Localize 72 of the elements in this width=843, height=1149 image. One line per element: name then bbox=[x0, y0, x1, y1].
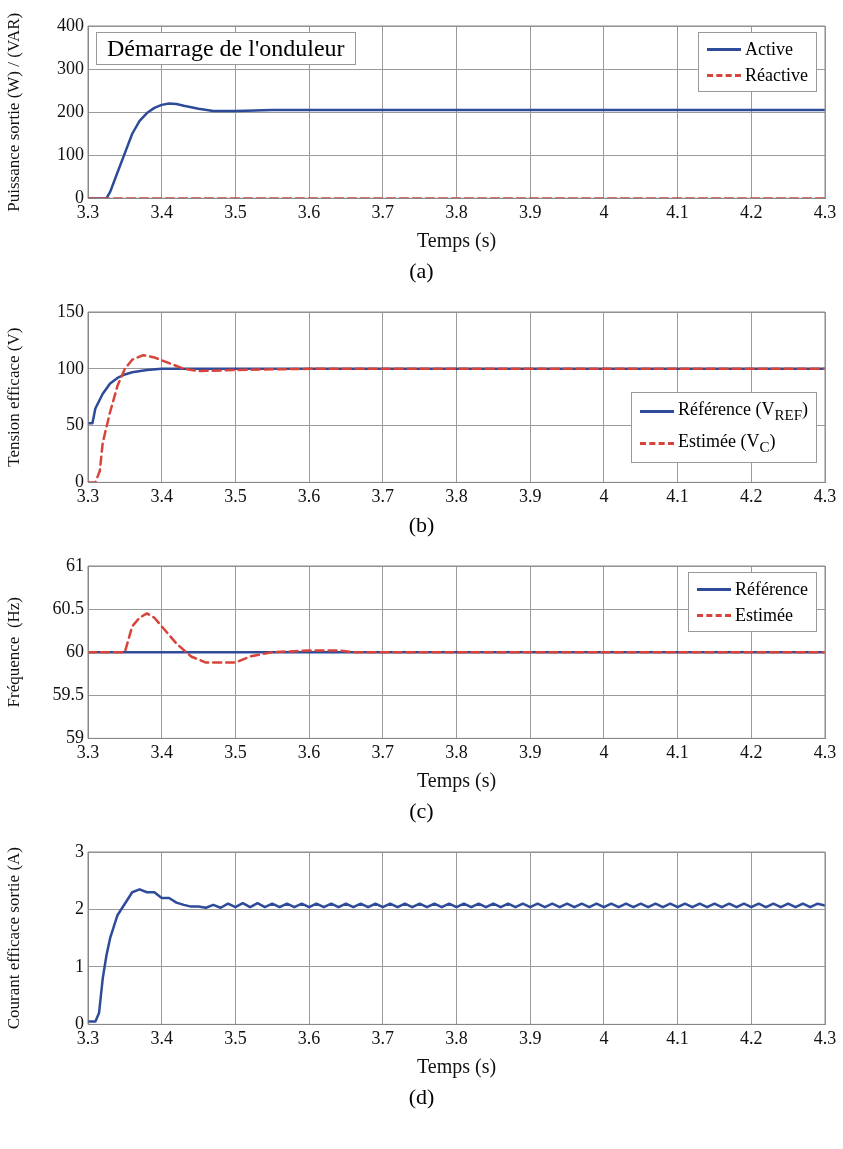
y-axis-title: Courant efficace sortie (A) bbox=[3, 847, 23, 1030]
x-tick-label: 4.1 bbox=[666, 741, 689, 762]
x-tick-label: 3.7 bbox=[371, 741, 395, 762]
x-tick-label: 3.5 bbox=[224, 201, 247, 222]
legend-label: Estimée bbox=[735, 604, 794, 627]
legend-label: Référence bbox=[735, 578, 808, 601]
x-tick-label: 3.9 bbox=[518, 741, 542, 762]
y-tick-label: 61 bbox=[66, 554, 84, 575]
y-axis-title: Fréquence (Hz) bbox=[3, 596, 23, 708]
x-tick-label: 3.8 bbox=[445, 485, 468, 506]
text: (b) bbox=[407, 512, 436, 539]
x-tick-label: 3.7 bbox=[371, 485, 395, 506]
x-tick-label: 3.4 bbox=[150, 485, 173, 506]
y-tick-label: 3 bbox=[75, 840, 84, 861]
x-tick-label: 3.6 bbox=[297, 1027, 321, 1048]
text: (c) bbox=[408, 798, 435, 825]
x-tick-label: 4.1 bbox=[666, 1027, 689, 1048]
x-axis-title: Temps (s) bbox=[416, 769, 497, 793]
x-tick-label: 3.4 bbox=[150, 741, 173, 762]
x-axis-title: Temps (s) bbox=[416, 1055, 497, 1079]
y-tick-label: 400 bbox=[57, 14, 84, 35]
x-tick-label: 3.9 bbox=[518, 201, 542, 222]
x-axis-title: Temps (s) bbox=[416, 229, 497, 253]
x-tick-label: 3.8 bbox=[445, 201, 468, 222]
x-tick-label: 3.6 bbox=[297, 741, 321, 762]
legend-label: Réactive bbox=[745, 64, 808, 87]
y-tick-label: 2 bbox=[75, 898, 84, 919]
x-tick-label: 4.3 bbox=[813, 741, 837, 762]
x-tick-label: 3.5 bbox=[224, 741, 247, 762]
x-tick-label: 3.4 bbox=[150, 1027, 173, 1048]
text: (d) bbox=[407, 1084, 436, 1111]
x-tick-label: 4.1 bbox=[666, 485, 689, 506]
y-axis-title: Puissance sortie (W) / (VAR) bbox=[3, 12, 23, 212]
x-tick-label: 4 bbox=[599, 741, 609, 762]
x-tick-label: 3.9 bbox=[518, 1027, 542, 1048]
x-tick-label: 4.2 bbox=[740, 741, 763, 762]
x-tick-label: 3.6 bbox=[297, 485, 321, 506]
y-tick-label: 300 bbox=[57, 57, 84, 78]
y-axis-title: Tension efficace (V) bbox=[3, 327, 23, 467]
x-tick-label: 3.7 bbox=[371, 201, 395, 222]
x-tick-label: 3.8 bbox=[445, 741, 468, 762]
x-tick-label: 3.5 bbox=[224, 1027, 247, 1048]
x-tick-label: 4.3 bbox=[813, 485, 837, 506]
x-tick-label: 4.2 bbox=[740, 1027, 763, 1048]
y-tick-label: 60 bbox=[66, 640, 84, 661]
y-tick-label: 150 bbox=[57, 300, 84, 321]
x-tick-label: 4 bbox=[599, 201, 609, 222]
y-tick-label: 100 bbox=[57, 144, 84, 165]
x-tick-label: 4 bbox=[599, 485, 609, 506]
y-tick-label: 59.5 bbox=[52, 684, 84, 705]
x-tick-label: 4.3 bbox=[813, 201, 837, 222]
x-tick-label: 4.1 bbox=[666, 201, 689, 222]
x-tick-label: 3.9 bbox=[518, 485, 542, 506]
annotation: Démarrage de l'onduleur bbox=[96, 32, 356, 65]
x-tick-label: 3.7 bbox=[371, 1027, 395, 1048]
x-tick-label: 3.4 bbox=[150, 201, 173, 222]
x-tick-label: 3.8 bbox=[445, 1027, 468, 1048]
y-tick-label: 50 bbox=[66, 414, 84, 435]
x-tick-label: 4.2 bbox=[740, 485, 763, 506]
x-tick-label: 4.2 bbox=[740, 201, 763, 222]
x-tick-label: 3.6 bbox=[297, 201, 321, 222]
y-tick-label: 100 bbox=[57, 357, 84, 378]
y-tick-label: 200 bbox=[57, 100, 84, 121]
x-tick-label: 4.3 bbox=[813, 1027, 837, 1048]
text: (a) bbox=[408, 258, 435, 285]
legend-label: Active bbox=[745, 38, 794, 61]
y-tick-label: 60.5 bbox=[52, 597, 84, 618]
legend-label: Référence (V$_{REF}$) bbox=[678, 398, 808, 425]
x-tick-label: 3.5 bbox=[224, 485, 247, 506]
legend-label: Estimée (V$_{C}$) bbox=[678, 429, 776, 457]
x-tick-label: 4 bbox=[599, 1027, 609, 1048]
y-tick-label: 1 bbox=[75, 955, 84, 976]
